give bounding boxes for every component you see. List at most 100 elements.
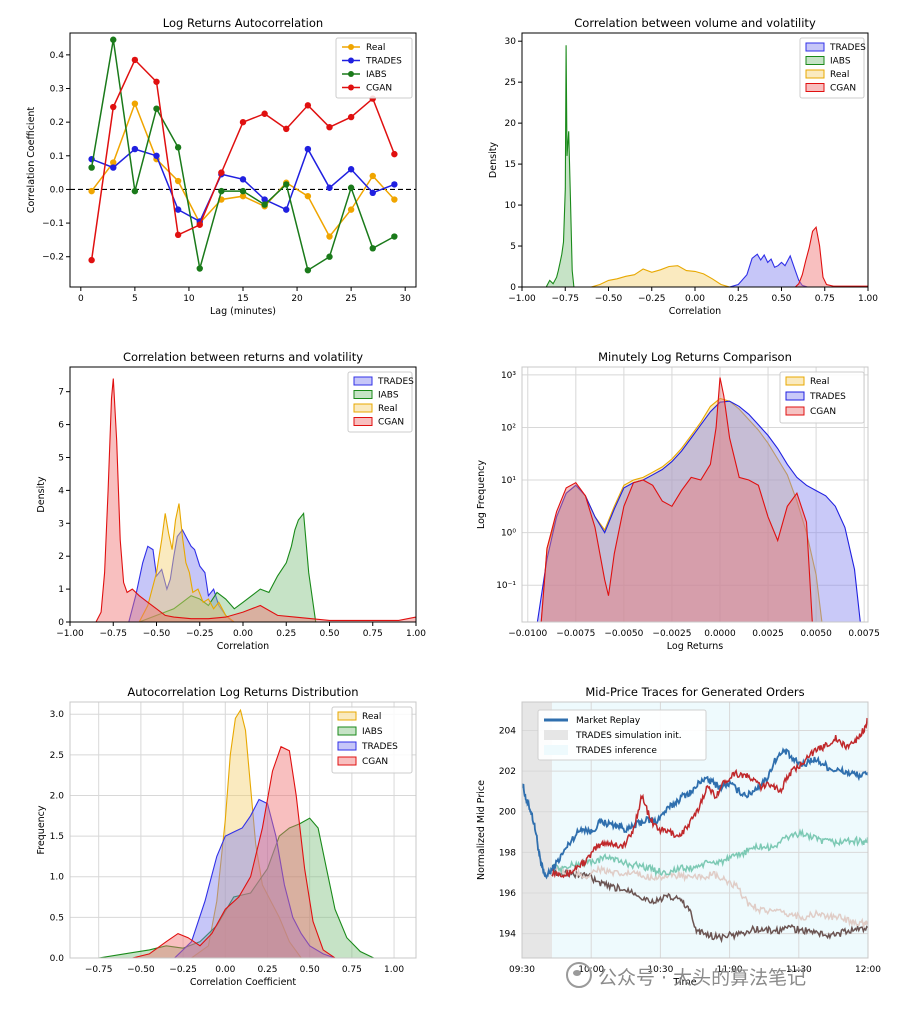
series-area-iabs — [98, 818, 374, 958]
y-tick-label: 204 — [499, 726, 516, 736]
data-point-trades — [369, 189, 376, 197]
panel-p1: 0 5 10 15 20 25 30 −0.2 −0.1 0.0 0.1 0.2 0.3 0.4 Log R… — [26, 16, 417, 317]
y-tick-label: 6 — [58, 421, 64, 431]
x-tick-label: 0.00 — [215, 965, 235, 975]
data-point-cgan — [218, 169, 225, 176]
series-line-trades — [536, 400, 861, 622]
legend-patch — [805, 42, 825, 52]
legend-patch — [353, 390, 373, 399]
y-tick-label: 0.5 — [50, 913, 64, 923]
data-point-real — [326, 233, 333, 240]
legend-marker — [348, 44, 354, 50]
data-point-trades — [347, 166, 355, 173]
y-tick-label: 0 — [510, 283, 516, 293]
panel-p6: 09:30 10:00 10:30 11:00 11:30 12:001941961982… — [476, 685, 881, 988]
x-tick-label: 0.25 — [728, 294, 748, 304]
series-area-real — [591, 265, 730, 287]
x-tick-label: 1.00 — [384, 965, 404, 975]
y-tick-label: 10⁰ — [501, 529, 516, 539]
y-tick-label: 25 — [505, 78, 516, 88]
data-point-trades — [261, 196, 268, 203]
x-tick-label: −0.0050 — [604, 629, 643, 639]
panel-p2: −1.00 −0.75 −0.50 −0.25 0.00 0.25 0.50 0.75 1.00… — [488, 16, 878, 317]
series-line-cgan — [132, 745, 336, 958]
series-area-cgan — [541, 377, 813, 622]
data-point-cgan — [391, 150, 398, 158]
series-line-cgan — [794, 225, 868, 287]
x-tick-label: 0.50 — [319, 629, 339, 639]
y-tick-label: 198 — [499, 848, 516, 858]
x-tick-label: 0.25 — [276, 629, 296, 639]
legend-patch — [805, 83, 825, 92]
y-tick-label: 7 — [58, 388, 64, 398]
series-line-trades — [729, 253, 808, 287]
y-tick-label: −0.2 — [42, 253, 64, 263]
y-tick-label: 10⁻¹ — [496, 581, 516, 591]
chart-title: Minutely Log Returns Comparison — [598, 350, 792, 364]
legend-patch — [805, 69, 825, 79]
data-point-iabs — [218, 187, 225, 195]
x-tick-label: 0.00 — [233, 629, 253, 639]
legend-box — [537, 709, 707, 761]
y-tick-label: 0.3 — [50, 85, 64, 95]
x-tick-label: −0.25 — [186, 629, 214, 639]
x-tick-label: 30 — [399, 294, 411, 304]
data-point-iabs — [369, 245, 376, 252]
legend-label: IABS — [362, 727, 383, 737]
series-line-real — [191, 708, 302, 958]
series-line-iabs — [139, 511, 317, 622]
data-point-iabs — [391, 233, 398, 240]
legend-marker — [348, 57, 354, 64]
legend-label: IABS — [378, 391, 399, 401]
legend-label: IABS — [366, 70, 387, 80]
data-point-iabs — [88, 164, 95, 171]
data-point-iabs — [174, 144, 182, 151]
x-tick-label: −0.75 — [85, 965, 113, 975]
data-point-iabs — [326, 253, 333, 260]
y-axis-label: Density — [36, 476, 47, 512]
series-area-cgan — [795, 227, 868, 287]
data-point-trades — [391, 181, 398, 188]
legend-label: TRADES — [377, 377, 414, 387]
series-line-cgan — [540, 377, 813, 622]
legend-label: Real — [366, 43, 385, 53]
data-point-real — [347, 206, 355, 213]
series-area-trades — [128, 529, 233, 622]
legend-patch — [785, 391, 805, 401]
x-tick-label: −0.0025 — [652, 629, 691, 639]
x-tick-label: 11:00 — [717, 965, 743, 975]
y-tick-label: 0.2 — [50, 118, 64, 128]
x-tick-label: 11:30 — [786, 965, 812, 975]
data-point-trades — [110, 164, 117, 171]
series-area-trades — [729, 254, 808, 287]
legend-patch — [544, 730, 568, 740]
y-tick-label: 0.0 — [50, 954, 65, 964]
x-tick-label: 10 — [183, 294, 195, 304]
legend-patch — [805, 56, 825, 65]
legend-patch — [353, 403, 373, 413]
chart-title: Autocorrelation Log Returns Distribution — [127, 685, 358, 699]
x-tick-label: 0 — [78, 294, 84, 304]
chart-title: Log Returns Autocorrelation — [163, 16, 323, 30]
data-point-cgan — [304, 102, 312, 109]
y-tick-label: 30 — [505, 37, 517, 47]
x-tick-label: −0.75 — [551, 294, 579, 304]
series-area-trades — [174, 799, 335, 958]
axes-frame — [521, 366, 869, 623]
data-point-trades — [304, 145, 312, 153]
data-point-trades — [131, 145, 139, 153]
data-point-real — [304, 192, 312, 200]
y-tick-label: 0.0 — [50, 185, 65, 195]
legend-patch — [353, 417, 373, 426]
series-area-cgan — [96, 378, 416, 622]
wechat-icon — [566, 962, 592, 988]
data-point-real — [174, 177, 182, 185]
data-point-iabs — [347, 184, 355, 191]
x-tick-label: 12:00 — [855, 965, 881, 975]
axes-frame — [69, 701, 417, 959]
y-tick-label: 4 — [58, 486, 64, 496]
data-point-cgan — [326, 123, 333, 131]
data-point-iabs — [304, 266, 312, 274]
series-line-market-replay — [522, 747, 868, 880]
